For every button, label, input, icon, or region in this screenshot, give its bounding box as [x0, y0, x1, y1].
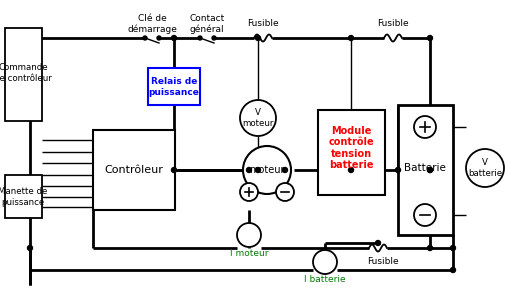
Circle shape	[198, 36, 202, 40]
Bar	[5, 175, 42, 218]
Text: Module
contrôle
tension
batterie: Module contrôle tension batterie	[328, 126, 374, 171]
Circle shape	[276, 183, 294, 201]
Bar	[148, 68, 200, 105]
Circle shape	[212, 36, 216, 40]
Text: I moteur: I moteur	[230, 249, 268, 258]
Text: Fusible: Fusible	[377, 19, 409, 29]
Text: I batterie: I batterie	[304, 276, 346, 285]
Circle shape	[427, 36, 433, 40]
Circle shape	[375, 240, 381, 246]
Text: Fusible: Fusible	[247, 19, 279, 29]
Text: moteur: moteur	[249, 165, 285, 175]
Text: Contrôleur: Contrôleur	[105, 165, 163, 175]
Circle shape	[451, 267, 455, 272]
Text: Fusible: Fusible	[367, 258, 399, 267]
Bar	[93, 130, 175, 210]
Bar	[318, 110, 385, 195]
Circle shape	[396, 168, 401, 173]
Circle shape	[255, 36, 261, 40]
Circle shape	[247, 168, 251, 173]
Bar	[5, 28, 42, 121]
Text: Commande
de contrôleur: Commande de contrôleur	[0, 63, 52, 83]
Bar	[398, 105, 453, 235]
Text: V
batterie: V batterie	[468, 158, 502, 178]
Circle shape	[283, 168, 287, 173]
Circle shape	[414, 204, 436, 226]
Circle shape	[240, 100, 276, 136]
Circle shape	[171, 168, 177, 173]
Circle shape	[240, 183, 258, 201]
Circle shape	[255, 168, 261, 173]
Circle shape	[27, 246, 32, 251]
Circle shape	[157, 36, 161, 40]
Text: Clé de
démarrage: Clé de démarrage	[127, 14, 177, 34]
Circle shape	[427, 168, 433, 173]
Circle shape	[143, 36, 147, 40]
Circle shape	[427, 168, 433, 173]
Text: V
moteur: V moteur	[243, 108, 273, 128]
Text: Manette de
puissance: Manette de puissance	[0, 187, 48, 207]
Text: Relais de
puissance: Relais de puissance	[148, 77, 199, 97]
Text: Contact
général: Contact général	[190, 14, 225, 34]
Circle shape	[243, 146, 291, 194]
Circle shape	[414, 116, 436, 138]
Circle shape	[349, 36, 353, 40]
Text: Batterie: Batterie	[404, 163, 446, 173]
Circle shape	[451, 246, 455, 251]
Circle shape	[349, 168, 353, 173]
Circle shape	[313, 250, 337, 274]
Circle shape	[466, 149, 504, 187]
Circle shape	[171, 36, 177, 40]
Circle shape	[237, 223, 261, 247]
Circle shape	[427, 246, 433, 251]
